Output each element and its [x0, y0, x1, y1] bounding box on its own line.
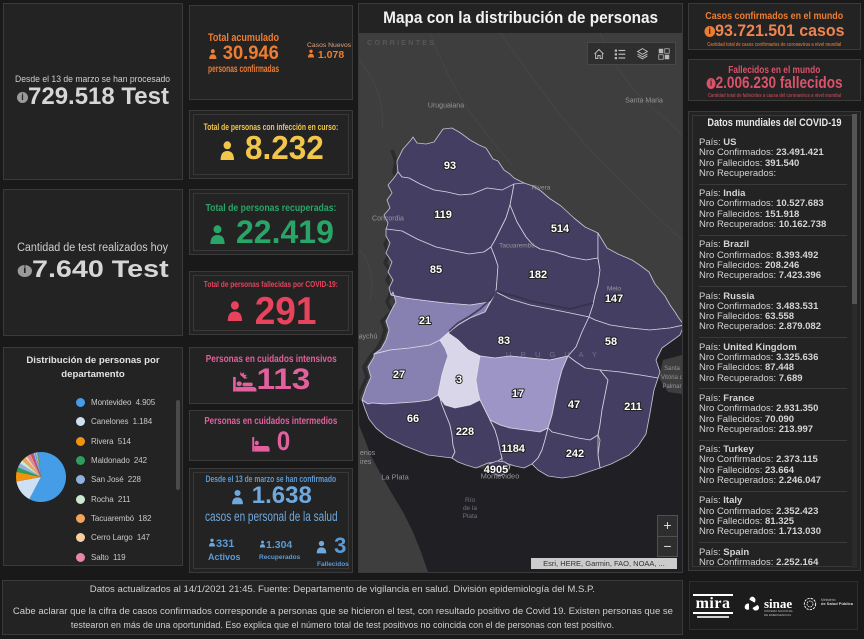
svg-text:CORRIENTES: CORRIENTES — [367, 38, 436, 47]
svg-text:Río: Río — [465, 497, 476, 504]
svg-text:228: 228 — [456, 426, 474, 438]
svg-text:147: 147 — [605, 293, 623, 305]
svg-text:17: 17 — [512, 388, 524, 400]
svg-text:58: 58 — [605, 336, 617, 348]
svg-text:514: 514 — [551, 223, 570, 235]
svg-text:182: 182 — [529, 269, 547, 281]
svg-text:Tacuarembó: Tacuarembó — [499, 243, 535, 250]
svg-text:119: 119 — [434, 209, 452, 221]
svg-text:de la: de la — [463, 505, 477, 512]
svg-text:Palmar: Palmar — [662, 384, 681, 390]
svg-text:Melo: Melo — [607, 286, 621, 293]
svg-text:Vitória d: Vitória d — [661, 375, 682, 381]
svg-text:4905: 4905 — [484, 464, 508, 476]
svg-text:aychú: aychú — [359, 334, 377, 341]
svg-text:27: 27 — [393, 369, 405, 381]
svg-text:242: 242 — [566, 448, 584, 460]
svg-text:Concordia: Concordia — [372, 216, 404, 223]
svg-text:1184: 1184 — [501, 443, 526, 455]
svg-text:93: 93 — [444, 160, 456, 172]
svg-text:3: 3 — [456, 374, 462, 386]
svg-text:Uruguaiana: Uruguaiana — [428, 103, 464, 110]
svg-text:47: 47 — [568, 399, 580, 411]
svg-text:85: 85 — [430, 264, 442, 276]
svg-text:21: 21 — [419, 315, 431, 327]
svg-text:Montevideo: Montevideo — [481, 472, 520, 481]
svg-text:ires: ires — [360, 459, 372, 466]
svg-text:enos: enos — [360, 450, 376, 457]
svg-text:66: 66 — [407, 413, 419, 425]
svg-text:Rivera: Rivera — [532, 185, 551, 192]
svg-text:211: 211 — [624, 401, 642, 413]
svg-text:Santa: Santa — [664, 366, 680, 372]
svg-text:La Plata: La Plata — [381, 473, 409, 482]
svg-text:U R U G U A Y: U R U G U A Y — [506, 350, 601, 359]
svg-text:83: 83 — [498, 335, 510, 347]
svg-text:Santa Maria: Santa Maria — [625, 98, 663, 105]
svg-text:Plata: Plata — [463, 513, 478, 520]
